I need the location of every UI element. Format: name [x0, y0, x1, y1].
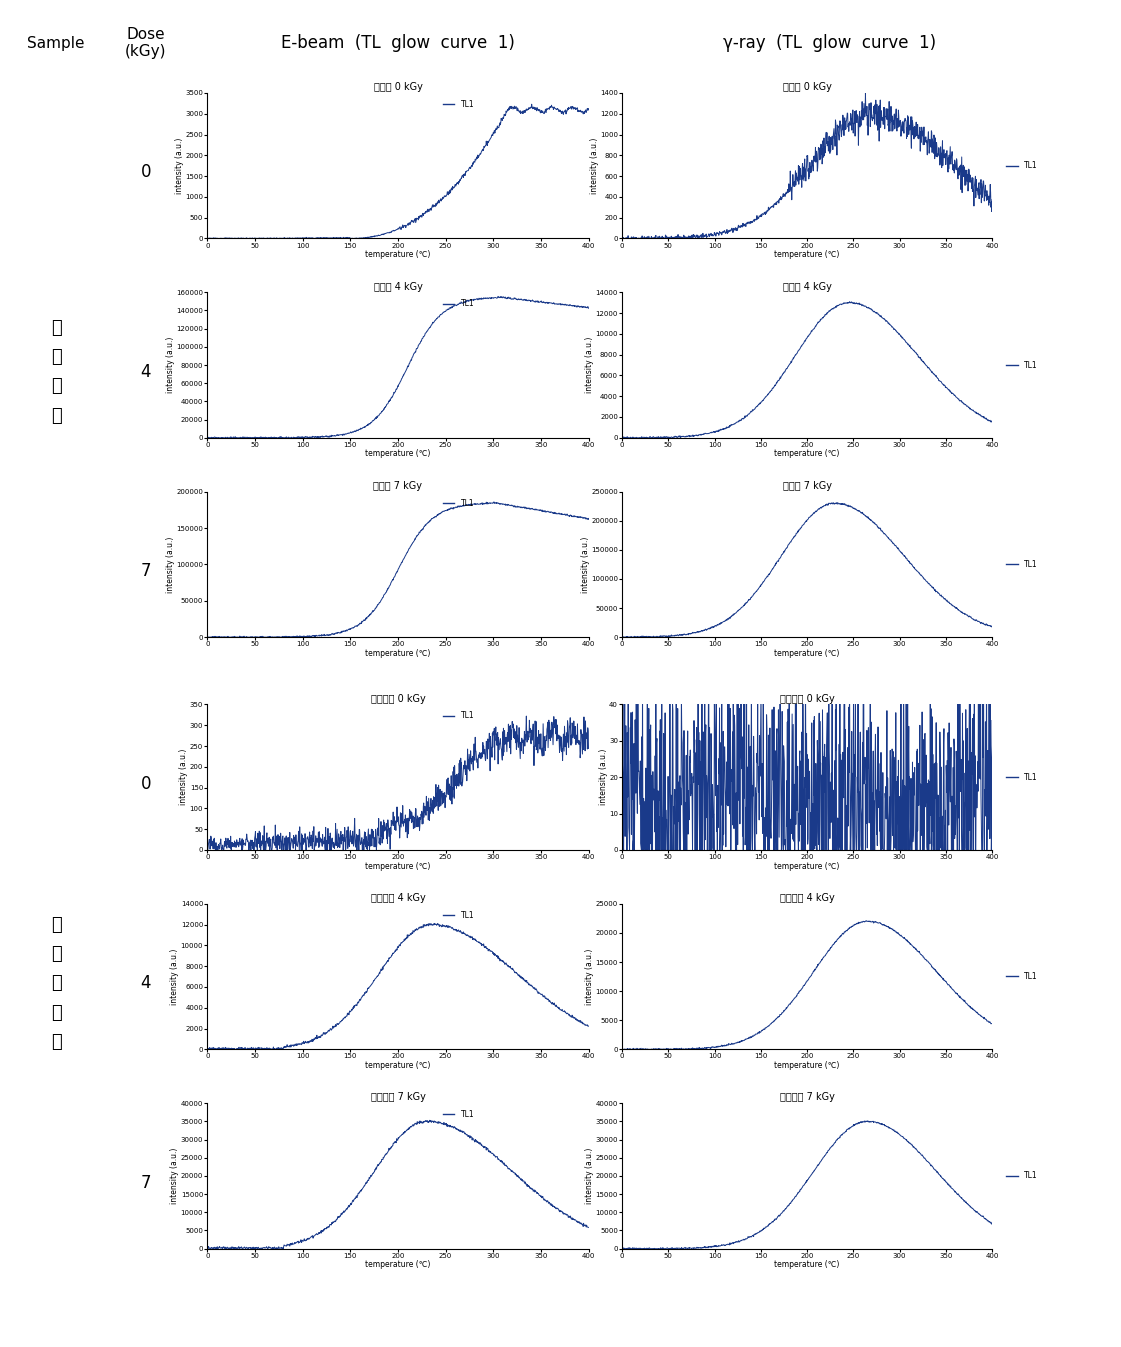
Legend: TL1: TL1: [439, 709, 478, 723]
Text: 7: 7: [140, 562, 151, 581]
Text: Sample: Sample: [27, 35, 85, 51]
Text: 7: 7: [140, 1173, 151, 1192]
Legend: TL1: TL1: [439, 496, 478, 511]
Text: γ-ray  (TL  glow  curve  1): γ-ray (TL glow curve 1): [723, 34, 936, 53]
Legend: TL1: TL1: [1003, 556, 1040, 572]
X-axis label: temperature (℃): temperature (℃): [775, 862, 840, 870]
X-axis label: temperature (℃): temperature (℃): [775, 450, 840, 458]
Text: Dose
(kGy): Dose (kGy): [124, 27, 167, 59]
Title: 건호박 0 kGy: 건호박 0 kGy: [373, 82, 423, 92]
Y-axis label: intensity (a.u.): intensity (a.u.): [590, 137, 599, 194]
Title: 건호박 7 kGy: 건호박 7 kGy: [782, 481, 832, 490]
Title: 건양배추 0 kGy: 건양배추 0 kGy: [371, 694, 425, 703]
Title: 건호박 4 kGy: 건호박 4 kGy: [373, 282, 423, 291]
Title: 건호박 0 kGy: 건호박 0 kGy: [782, 82, 832, 92]
Title: 건양배추 0 kGy: 건양배추 0 kGy: [780, 694, 834, 703]
Text: 4: 4: [140, 362, 151, 381]
Y-axis label: intensity (a.u.): intensity (a.u.): [175, 137, 184, 194]
X-axis label: temperature (℃): temperature (℃): [365, 649, 430, 657]
X-axis label: temperature (℃): temperature (℃): [775, 1261, 840, 1269]
Title: 건양배추 4 kGy: 건양배추 4 kGy: [780, 893, 834, 902]
X-axis label: temperature (℃): temperature (℃): [365, 251, 430, 259]
Text: 0: 0: [140, 163, 151, 182]
Y-axis label: intensity (a.u.): intensity (a.u.): [166, 536, 175, 593]
X-axis label: temperature (℃): temperature (℃): [365, 1261, 430, 1269]
Text: 건
조
양
배
추: 건 조 양 배 추: [50, 916, 62, 1051]
Legend: TL1: TL1: [439, 296, 478, 311]
Y-axis label: intensity (a.u.): intensity (a.u.): [170, 948, 179, 1005]
Legend: TL1: TL1: [1003, 1168, 1040, 1184]
Legend: TL1: TL1: [1003, 158, 1040, 174]
Legend: TL1: TL1: [439, 97, 478, 112]
Y-axis label: intensity (a.u.): intensity (a.u.): [581, 536, 590, 593]
Title: 건양배추 7 kGy: 건양배추 7 kGy: [371, 1092, 425, 1102]
Title: 건호박 7 kGy: 건호박 7 kGy: [373, 481, 423, 490]
Y-axis label: intensity (a.u.): intensity (a.u.): [170, 1148, 179, 1204]
X-axis label: temperature (℃): temperature (℃): [775, 1061, 840, 1070]
Title: 건양배추 7 kGy: 건양배추 7 kGy: [780, 1092, 834, 1102]
Y-axis label: intensity (a.u.): intensity (a.u.): [599, 749, 608, 806]
Legend: TL1: TL1: [439, 908, 478, 923]
X-axis label: temperature (℃): temperature (℃): [365, 1061, 430, 1070]
Legend: TL1: TL1: [439, 1107, 478, 1122]
Text: E-beam  (TL  glow  curve  1): E-beam (TL glow curve 1): [281, 34, 515, 53]
Text: 0: 0: [140, 775, 151, 793]
X-axis label: temperature (℃): temperature (℃): [365, 450, 430, 458]
Y-axis label: intensity (a.u.): intensity (a.u.): [585, 337, 594, 393]
X-axis label: temperature (℃): temperature (℃): [365, 862, 430, 870]
Legend: TL1: TL1: [1003, 357, 1040, 373]
Y-axis label: intensity (a.u.): intensity (a.u.): [166, 337, 175, 393]
Legend: TL1: TL1: [1003, 968, 1040, 985]
Legend: TL1: TL1: [1003, 769, 1040, 785]
Y-axis label: intensity (a.u.): intensity (a.u.): [585, 1148, 594, 1204]
X-axis label: temperature (℃): temperature (℃): [775, 649, 840, 657]
Y-axis label: intensity (a.u.): intensity (a.u.): [179, 749, 188, 806]
X-axis label: temperature (℃): temperature (℃): [775, 251, 840, 259]
Text: 건
조
호
박: 건 조 호 박: [50, 319, 62, 424]
Text: 4: 4: [140, 974, 151, 993]
Title: 건양배추 4 kGy: 건양배추 4 kGy: [371, 893, 425, 902]
Y-axis label: intensity (a.u.): intensity (a.u.): [585, 948, 594, 1005]
Title: 건호박 4 kGy: 건호박 4 kGy: [782, 282, 832, 291]
